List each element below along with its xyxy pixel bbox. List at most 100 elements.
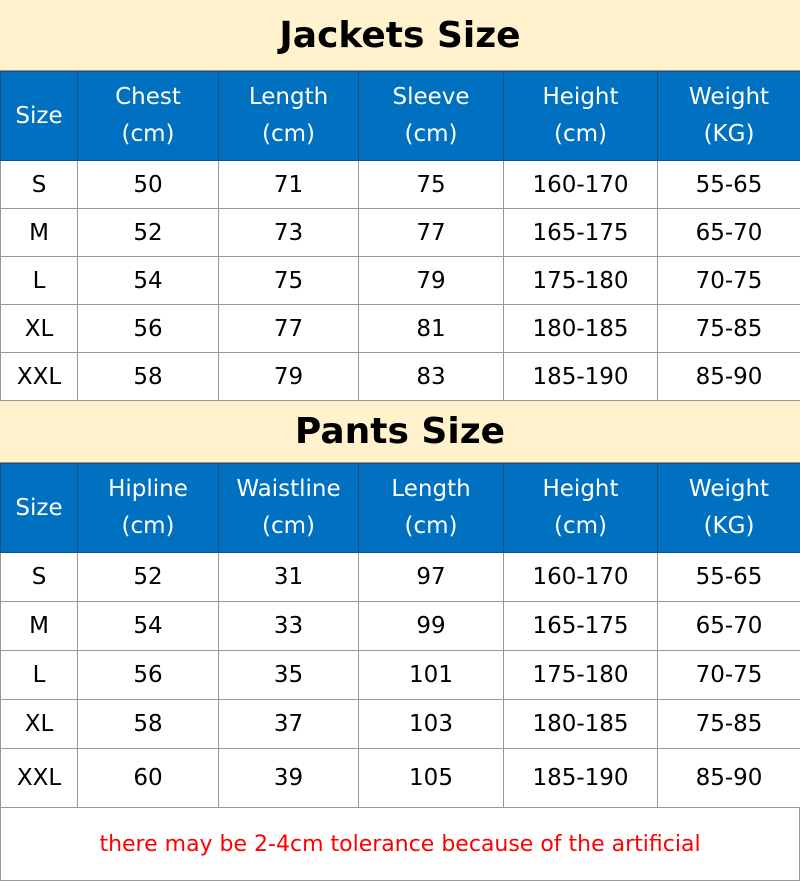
table-cell: 101	[359, 651, 504, 700]
header-label: Size	[1, 490, 77, 527]
header-unit: (cm)	[219, 116, 358, 153]
table-cell: 70-75	[658, 257, 800, 305]
table-cell: 55-65	[658, 553, 800, 602]
column-header: Waistline(cm)	[219, 464, 359, 553]
column-header: Hipline(cm)	[78, 464, 219, 553]
table-cell: 165-175	[504, 209, 658, 257]
header-label: Sleeve	[359, 79, 503, 116]
header-label: Height	[504, 471, 657, 508]
header-label: Length	[359, 471, 503, 508]
header-unit: (cm)	[359, 508, 503, 545]
column-header: Length(cm)	[359, 464, 504, 553]
table-cell: XL	[1, 700, 78, 749]
table-cell: 75-85	[658, 305, 800, 353]
table-cell: L	[1, 651, 78, 700]
table-cell: 52	[78, 209, 219, 257]
table-cell: 39	[219, 749, 359, 808]
table-cell: 79	[219, 353, 359, 401]
table-cell: 85-90	[658, 353, 800, 401]
header-label: Hipline	[78, 471, 218, 508]
table-cell: 31	[219, 553, 359, 602]
table-cell: 56	[78, 305, 219, 353]
table-cell: 185-190	[504, 749, 658, 808]
table-cell: 75-85	[658, 700, 800, 749]
header-label: Weight	[658, 79, 800, 116]
header-unit: (cm)	[78, 508, 218, 545]
table-cell: 52	[78, 553, 219, 602]
header-unit: (cm)	[359, 116, 503, 153]
header-unit: (KG)	[658, 508, 800, 545]
table-cell: 77	[359, 209, 504, 257]
column-header: Size	[1, 72, 78, 161]
header-label: Height	[504, 79, 657, 116]
table-cell: L	[1, 257, 78, 305]
header-label: Chest	[78, 79, 218, 116]
table-cell: 83	[359, 353, 504, 401]
table-cell: 175-180	[504, 257, 658, 305]
header-unit: (cm)	[78, 116, 218, 153]
table-cell: 58	[78, 353, 219, 401]
table-cell: 85-90	[658, 749, 800, 808]
table-cell: 55-65	[658, 161, 800, 209]
column-header: Weight(KG)	[658, 72, 800, 161]
column-header: Weight(KG)	[658, 464, 800, 553]
table-cell: S	[1, 161, 78, 209]
column-header: Chest(cm)	[78, 72, 219, 161]
table-cell: 58	[78, 700, 219, 749]
table-cell: 165-175	[504, 602, 658, 651]
table-cell: 37	[219, 700, 359, 749]
column-header: Height(cm)	[504, 72, 658, 161]
table-cell: 99	[359, 602, 504, 651]
table-cell: 185-190	[504, 353, 658, 401]
table-cell: 160-170	[504, 161, 658, 209]
table-cell: 50	[78, 161, 219, 209]
table-cell: 75	[219, 257, 359, 305]
pants-title: Pants Size	[0, 401, 800, 463]
table-cell: 73	[219, 209, 359, 257]
column-header: Height(cm)	[504, 464, 658, 553]
table-cell: S	[1, 553, 78, 602]
header-label: Length	[219, 79, 358, 116]
header-label: Waistline	[219, 471, 358, 508]
header-unit: (cm)	[504, 116, 657, 153]
table-cell: 175-180	[504, 651, 658, 700]
column-header: Sleeve(cm)	[359, 72, 504, 161]
table-cell: 79	[359, 257, 504, 305]
table-cell: 180-185	[504, 305, 658, 353]
table-cell: XXL	[1, 749, 78, 808]
column-header: Size	[1, 464, 78, 553]
table-cell: XXL	[1, 353, 78, 401]
table-cell: 65-70	[658, 602, 800, 651]
header-label: Size	[1, 98, 77, 135]
table-cell: 77	[219, 305, 359, 353]
table-cell: M	[1, 602, 78, 651]
table-cell: 33	[219, 602, 359, 651]
header-unit: (KG)	[658, 116, 800, 153]
table-cell: 97	[359, 553, 504, 602]
table-cell: 81	[359, 305, 504, 353]
column-header: Length(cm)	[219, 72, 359, 161]
table-cell: 56	[78, 651, 219, 700]
table-cell: 70-75	[658, 651, 800, 700]
table-cell: 71	[219, 161, 359, 209]
header-label: Weight	[658, 471, 800, 508]
table-cell: XL	[1, 305, 78, 353]
table-cell: 60	[78, 749, 219, 808]
table-cell: 54	[78, 602, 219, 651]
table-cell: M	[1, 209, 78, 257]
table-cell: 180-185	[504, 700, 658, 749]
table-cell: 65-70	[658, 209, 800, 257]
table-cell: 75	[359, 161, 504, 209]
